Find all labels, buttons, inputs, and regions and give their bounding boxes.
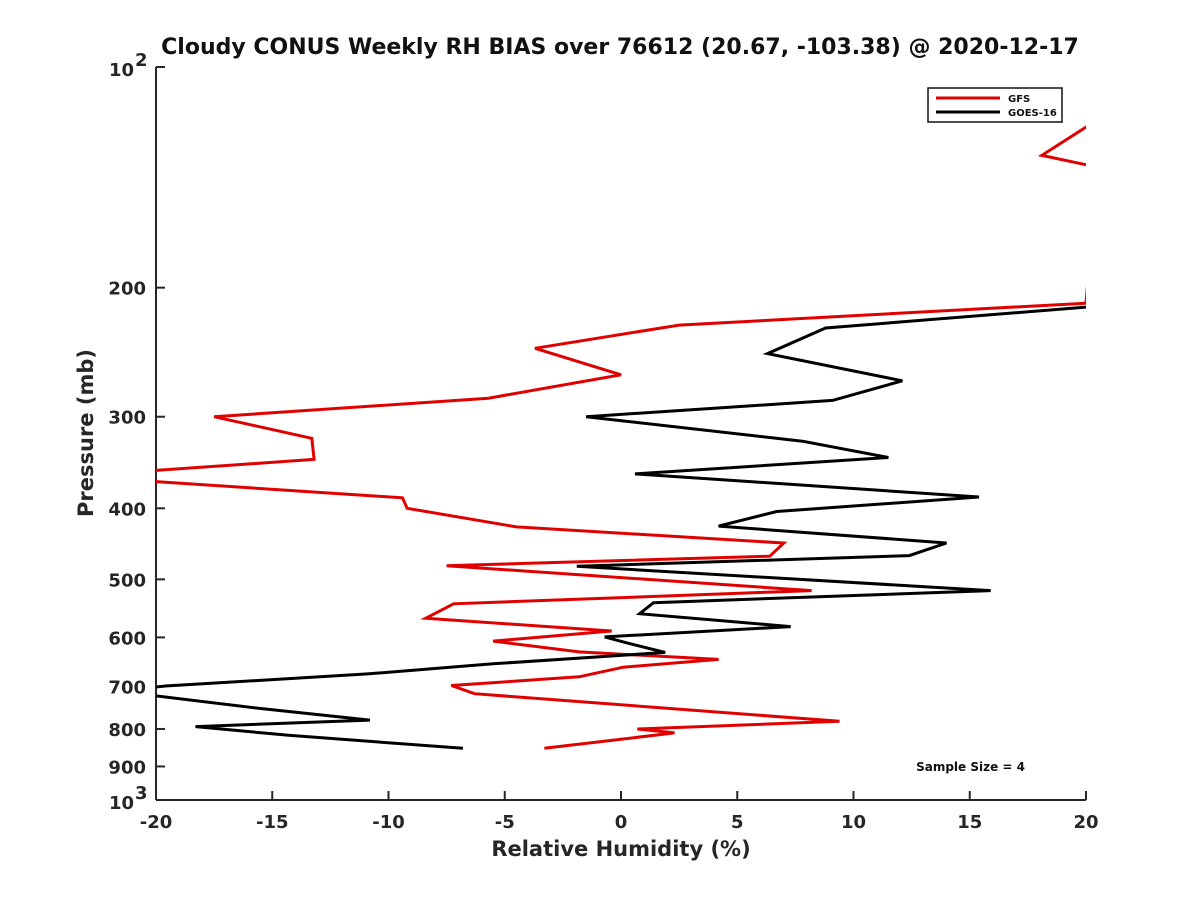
x-tick-label: -20 xyxy=(140,812,173,833)
y-tick-label: 400 xyxy=(108,499,146,520)
y-top-label-base: 10 xyxy=(109,60,134,81)
x-axis-label: Relative Humidity (%) xyxy=(491,837,750,861)
y-bottom-label-base: 10 xyxy=(109,793,134,814)
legend-label: GFS xyxy=(1008,94,1030,105)
x-tick-label: 5 xyxy=(731,812,744,833)
chart-title: Cloudy CONUS Weekly RH BIAS over 76612 (… xyxy=(161,35,1079,60)
y-tick-label: 700 xyxy=(108,677,146,698)
x-tick-label: -15 xyxy=(256,812,289,833)
y-tick-label: 200 xyxy=(108,279,146,300)
x-tick-label: 15 xyxy=(957,812,982,833)
y-bottom-label-exponent: 3 xyxy=(135,783,148,804)
y-tick-label: 500 xyxy=(108,570,146,591)
x-tick-label: -5 xyxy=(495,812,515,833)
x-tick-label: -10 xyxy=(372,812,405,833)
x-tick-label: 20 xyxy=(1073,812,1098,833)
series-line-goes-16 xyxy=(156,305,1086,750)
plot-area: -20 -15 -10 -5 0 5 10 15 20 200 300 400 500 600 700 800… xyxy=(108,50,1098,833)
x-tick-label: 10 xyxy=(841,812,866,833)
legend-box xyxy=(927,87,1063,123)
x-tick-label: 0 xyxy=(615,812,628,833)
series-line-gfs xyxy=(156,125,1086,750)
y-tick-label: 300 xyxy=(108,408,146,429)
y-tick-label: 800 xyxy=(108,720,146,741)
y-axis-label: Pressure (mb) xyxy=(74,349,98,517)
legend-label: GOES-16 xyxy=(1008,108,1057,119)
y-top-label-exponent: 2 xyxy=(135,50,148,71)
y-tick-label: 900 xyxy=(108,757,146,778)
legend: GFS GOES-16 xyxy=(927,87,1063,123)
sample-size-annotation: Sample Size = 4 xyxy=(916,760,1025,774)
y-tick-label: 600 xyxy=(108,628,146,649)
